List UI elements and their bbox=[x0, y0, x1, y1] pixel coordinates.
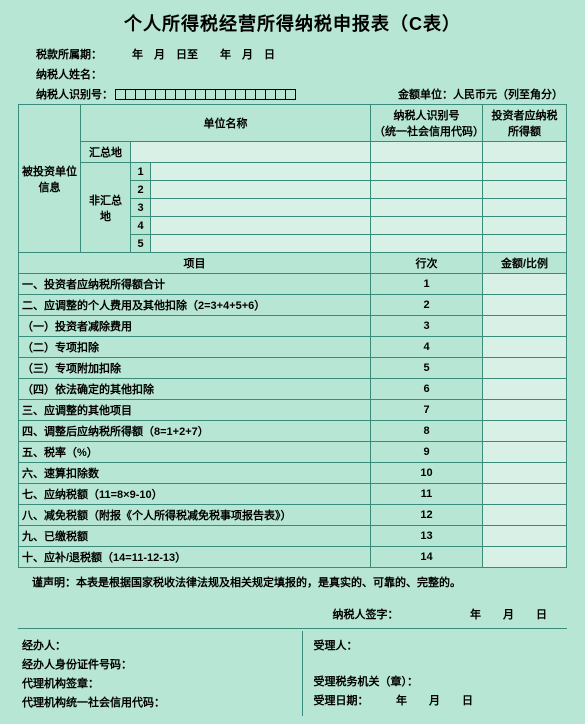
divider bbox=[18, 628, 567, 629]
item-10: 六、速算扣除数 bbox=[19, 463, 371, 484]
hz-id bbox=[371, 142, 483, 163]
col-unit: 单位名称 bbox=[81, 105, 371, 142]
footer-left: 经办人： 经办人身份证件号码： 代理机构签章： 代理机构统一社会信用代码： bbox=[18, 631, 303, 716]
table-invest: 被投资单位 信息 单位名称 纳税人识别号 （统一社会信用代码） 投资者应纳税 所… bbox=[18, 104, 567, 568]
meta-id-row: 纳税人识别号： 金额单位：人民币元（列至角分） bbox=[36, 86, 567, 102]
r4: 4 bbox=[131, 217, 151, 235]
f-r3: 受理日期： 年 月 日 bbox=[313, 692, 563, 708]
footer: 经办人： 经办人身份证件号码： 代理机构签章： 代理机构统一社会信用代码： 受理… bbox=[18, 631, 567, 716]
item-9: 五、税率（%） bbox=[19, 442, 371, 463]
hz-unit bbox=[131, 142, 371, 163]
id-label: 纳税人识别号： bbox=[36, 86, 113, 102]
item-5: （三）专项附加扣除 bbox=[19, 358, 371, 379]
hz-amt bbox=[483, 142, 567, 163]
item-14: 十、应补/退税额（14=11-12-13） bbox=[19, 547, 371, 568]
f-l3: 代理机构签章： bbox=[22, 675, 298, 691]
f-l4: 代理机构统一社会信用代码： bbox=[22, 694, 298, 710]
footer-right: 受理人： 受理税务机关（章）： 受理日期： 年 月 日 bbox=[303, 631, 567, 716]
f-l2: 经办人身份证件号码： bbox=[22, 656, 298, 672]
sign-line: 纳税人签字： 年 月 日 bbox=[18, 606, 547, 622]
item-1: 一、投资者应纳税所得额合计 bbox=[19, 274, 371, 295]
col-seq: 行次 bbox=[371, 253, 483, 274]
item-7: 三、应调整的其他项目 bbox=[19, 400, 371, 421]
period-label: 税款所属期： bbox=[36, 46, 102, 62]
hz-label: 汇总地 bbox=[81, 142, 131, 163]
item-13: 九、已缴税额 bbox=[19, 526, 371, 547]
f-r2: 受理税务机关（章）： bbox=[313, 673, 563, 689]
fhz-label: 非汇总地 bbox=[81, 163, 131, 253]
unit-label: 金额单位：人民币元（列至角分） bbox=[398, 86, 563, 102]
col-amt: 金额/比例 bbox=[483, 253, 567, 274]
item-4: （二）专项扣除 bbox=[19, 337, 371, 358]
r2: 2 bbox=[131, 181, 151, 199]
f-r1: 受理人： bbox=[313, 637, 563, 653]
item-11: 七、应纳税额（11=8×9-10） bbox=[19, 484, 371, 505]
r1: 1 bbox=[131, 163, 151, 181]
page-title: 个人所得税经营所得纳税申报表（C表） bbox=[18, 10, 567, 36]
meta-period: 税款所属期： 年 月 日至 年 月 日 bbox=[36, 46, 567, 62]
row-header: 被投资单位 信息 bbox=[19, 105, 81, 253]
page: 个人所得税经营所得纳税申报表（C表） 税款所属期： 年 月 日至 年 月 日 纳… bbox=[0, 0, 585, 724]
id-boxes bbox=[115, 89, 296, 100]
col-idnum: 纳税人识别号 （统一社会信用代码） bbox=[371, 105, 483, 142]
col-pay: 投资者应纳税 所得额 bbox=[483, 105, 567, 142]
col-item: 项目 bbox=[19, 253, 371, 274]
period-value: 年 月 日至 年 月 日 bbox=[132, 46, 275, 62]
item-8: 四、调整后应纳税所得额（8=1+2+7） bbox=[19, 421, 371, 442]
item-6: （四）依法确定的其他扣除 bbox=[19, 379, 371, 400]
item-2: 二、应调整的个人费用及其他扣除（2=3+4+5+6） bbox=[19, 295, 371, 316]
r3: 3 bbox=[131, 199, 151, 217]
r5: 5 bbox=[131, 235, 151, 253]
meta-name: 纳税人姓名： bbox=[36, 66, 567, 82]
item-12: 八、减免税额（附报《个人所得税减免税事项报告表》） bbox=[19, 505, 371, 526]
name-label: 纳税人姓名： bbox=[36, 66, 102, 82]
item-3: （一）投资者减除费用 bbox=[19, 316, 371, 337]
declaration: 谨声明：本表是根据国家税收法律法规及相关规定填报的，是真实的、可靠的、完整的。 bbox=[32, 574, 563, 590]
f-l1: 经办人： bbox=[22, 637, 298, 653]
